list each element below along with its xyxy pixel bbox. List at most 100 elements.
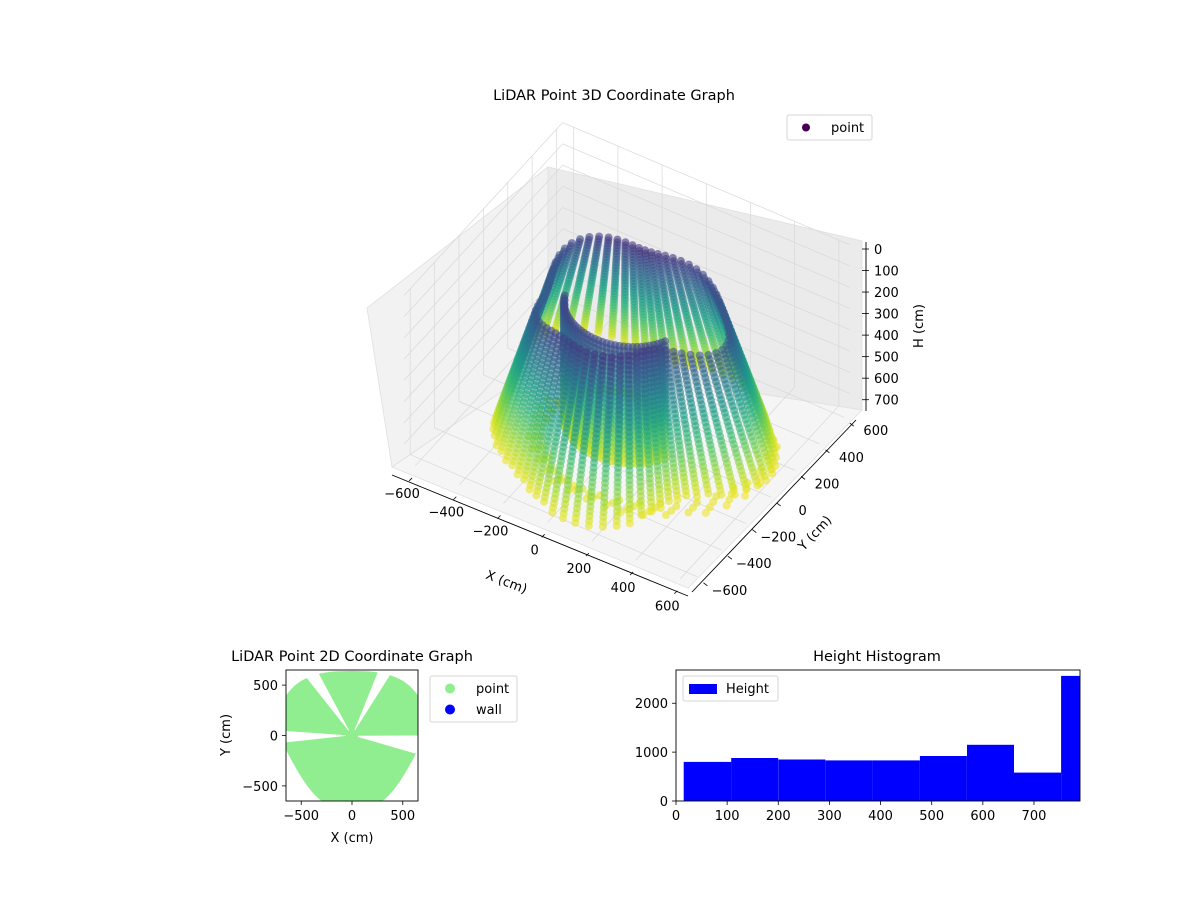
point-3d: [684, 508, 693, 517]
point-3d: [548, 508, 557, 517]
legend-2d-point-marker: [445, 683, 455, 694]
point-3d: [641, 246, 649, 255]
histogram-ticks: 0 100 200 300 400 500 600 700 0 1000 2000: [635, 697, 1046, 824]
legend-3d-frame: [786, 114, 873, 141]
point-3d: [673, 495, 682, 504]
point-3d: [567, 239, 576, 248]
point-3d: [532, 491, 541, 500]
y-tick-label-histogram: 2000: [635, 697, 668, 712]
y-tick-label-2d: −500: [242, 780, 278, 795]
x-tick-label-histogram: 300: [817, 809, 842, 824]
x-tick-label-2d: −500: [283, 809, 319, 824]
y-axis-label-3d: Y (cm): [795, 513, 835, 555]
x-tick-label-histogram: 700: [1022, 809, 1047, 824]
x-tick-label-histogram: 0: [672, 809, 680, 824]
x-tick-label-histogram: 200: [766, 809, 791, 824]
point-3d: [604, 233, 613, 242]
point-3d: [492, 441, 501, 450]
legend-2d: point wall: [429, 675, 518, 723]
ticks-2d: −500 0 500 −500 0 500: [242, 679, 415, 824]
point-3d: [712, 290, 721, 299]
histogram-bar: [872, 760, 920, 801]
point-3d: [621, 238, 630, 247]
histogram-bar: [1014, 772, 1061, 801]
point-3d: [571, 518, 580, 527]
point-3d: [598, 522, 607, 531]
point-3d: [682, 491, 691, 500]
x-tick-label-3d: −200: [473, 525, 509, 540]
chart-2d-title: LiDAR Point 2D Coordinate Graph: [231, 649, 473, 665]
chart-histogram: Height Histogram 0 100 200 300 400 500 600 7000…: [635, 649, 1081, 824]
legend-histogram-swatch: [689, 684, 717, 694]
point-3d: [637, 511, 646, 520]
y-tick-label-3d: 200: [815, 477, 840, 492]
point-3d: [701, 508, 710, 517]
legend-3d-label: point: [831, 121, 864, 136]
point-3d: [725, 330, 734, 339]
x-tick-label-2d: 500: [390, 809, 415, 824]
x-tick-label-3d: −400: [428, 506, 464, 521]
x-tick-label-histogram: 600: [970, 809, 995, 824]
point-3d: [525, 485, 534, 494]
z-tick-label-3d: 500: [874, 351, 899, 366]
chart-3d: LiDAR Point 3D Coordinate Graph −600 −400…: [366, 88, 927, 615]
point-3d: [727, 489, 736, 498]
point-3d: [560, 244, 569, 253]
point-3d: [718, 304, 726, 313]
z-tick-label-3d: 200: [874, 286, 899, 301]
point-3d: [585, 233, 594, 241]
z-tick-label-3d: 0: [874, 243, 882, 258]
legend-2d-point-label: point: [476, 682, 509, 697]
histogram-title: Height Histogram: [813, 649, 941, 665]
y-tick-label-3d: −200: [760, 531, 796, 546]
point-3d: [742, 484, 751, 493]
point-3d: [753, 481, 762, 490]
plot-frame-histogram: [675, 669, 1081, 802]
y-tick-label-3d: 400: [839, 451, 864, 466]
point-3d: [612, 521, 621, 530]
point-3d: [661, 511, 670, 519]
point-3d: [613, 235, 622, 244]
x-tick-label-3d: 200: [566, 562, 591, 577]
histogram-bar: [731, 758, 779, 801]
x-tick-label-2d: 0: [348, 809, 356, 824]
y-ticks-3d: −600 −400 −2000 200 400 600: [703, 422, 888, 599]
chart-2d: LiDAR Point 2D Coordinate Graph −500 0 500…: [219, 649, 518, 846]
point-3d: [520, 475, 529, 484]
point-3d: [502, 456, 510, 465]
x-tick-label-histogram: 400: [868, 809, 893, 824]
point-3d: [720, 311, 729, 319]
point-3d: [549, 265, 558, 274]
z-tick-label-3d: 700: [874, 394, 899, 409]
x-tick-label-3d: 0: [531, 543, 539, 558]
point-3d: [693, 492, 702, 501]
legend-2d-wall-marker: [445, 704, 455, 715]
x-tick-label-3d: 400: [611, 581, 636, 596]
y-tick-label-2d: 500: [253, 679, 278, 694]
point-3d: [661, 251, 670, 260]
legend-histogram: Height: [682, 675, 779, 702]
point-3d: [513, 470, 522, 479]
y-tick-label-3d: −600: [712, 584, 748, 599]
point-cloud-2d: [286, 671, 418, 801]
point-3d: [647, 248, 656, 257]
histogram-bar: [778, 759, 826, 801]
histogram-bar: [683, 761, 732, 801]
histogram-bars: [683, 675, 1080, 801]
point-3d: [718, 345, 727, 354]
point-3d: [667, 506, 676, 515]
x-tick-label-histogram: 100: [715, 809, 740, 824]
legend-2d-wall-label: wall: [476, 703, 502, 718]
point-3d: [715, 297, 724, 306]
legend-histogram-label: Height: [726, 682, 769, 697]
point-3d: [547, 272, 556, 281]
point-3d: [722, 317, 731, 326]
point-3d: [741, 491, 749, 500]
point-3d: [722, 501, 731, 510]
point-3d: [656, 504, 665, 512]
point-3d: [555, 251, 564, 259]
histogram-bar: [919, 756, 967, 801]
point-3d: [540, 497, 549, 506]
point-3d: [497, 447, 506, 455]
